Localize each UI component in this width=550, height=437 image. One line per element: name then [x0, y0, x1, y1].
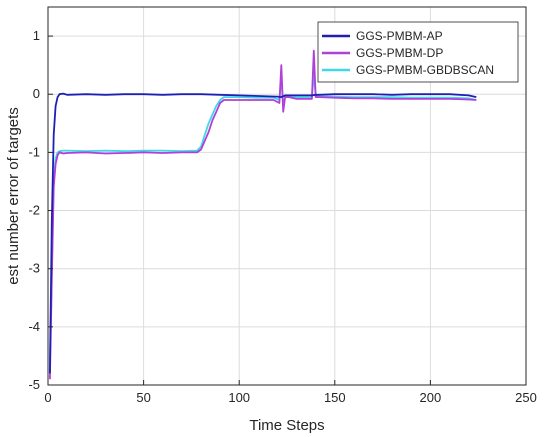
y-tick-label: 1 — [33, 28, 40, 43]
legend-label-gbdbscan: GGS-PMBM-GBDBSCAN — [356, 63, 494, 77]
y-tick-label: -1 — [28, 144, 40, 159]
legend-box — [317, 21, 519, 83]
x-tick-label: 0 — [44, 390, 51, 405]
plot-frame — [47, 6, 527, 386]
legend-label-ap: GGS-PMBM-AP — [356, 29, 443, 43]
y-tick-label: -3 — [28, 261, 40, 276]
y-tick-label: 0 — [33, 86, 40, 101]
legend-label-dp: GGS-PMBM-DP — [356, 46, 443, 60]
series-line-dp — [49, 49, 477, 380]
x-tick-label: 150 — [324, 390, 346, 405]
series-line-ap — [49, 92, 477, 374]
x-axis-label: Time Steps — [249, 417, 324, 434]
y-tick-label: -2 — [28, 203, 40, 218]
x-tick-label: 250 — [515, 390, 537, 405]
series-line-gbdbscan — [49, 73, 477, 362]
axis-ticks: 0 50 100 150 200 250 -5 -4 -3 -2 -1 0 1 — [28, 28, 536, 405]
x-tick-label: 100 — [228, 390, 250, 405]
y-axis-label: est number error of targets — [5, 107, 22, 285]
x-tick-label: 50 — [136, 390, 150, 405]
x-tick-label: 200 — [420, 390, 442, 405]
y-tick-label: -5 — [28, 377, 40, 392]
legend: GGS-PMBM-AP GGS-PMBM-DP GGS-PMBM-GBDBSCA… — [317, 21, 519, 83]
y-tick-label: -4 — [28, 319, 40, 334]
series-lines — [49, 49, 477, 380]
